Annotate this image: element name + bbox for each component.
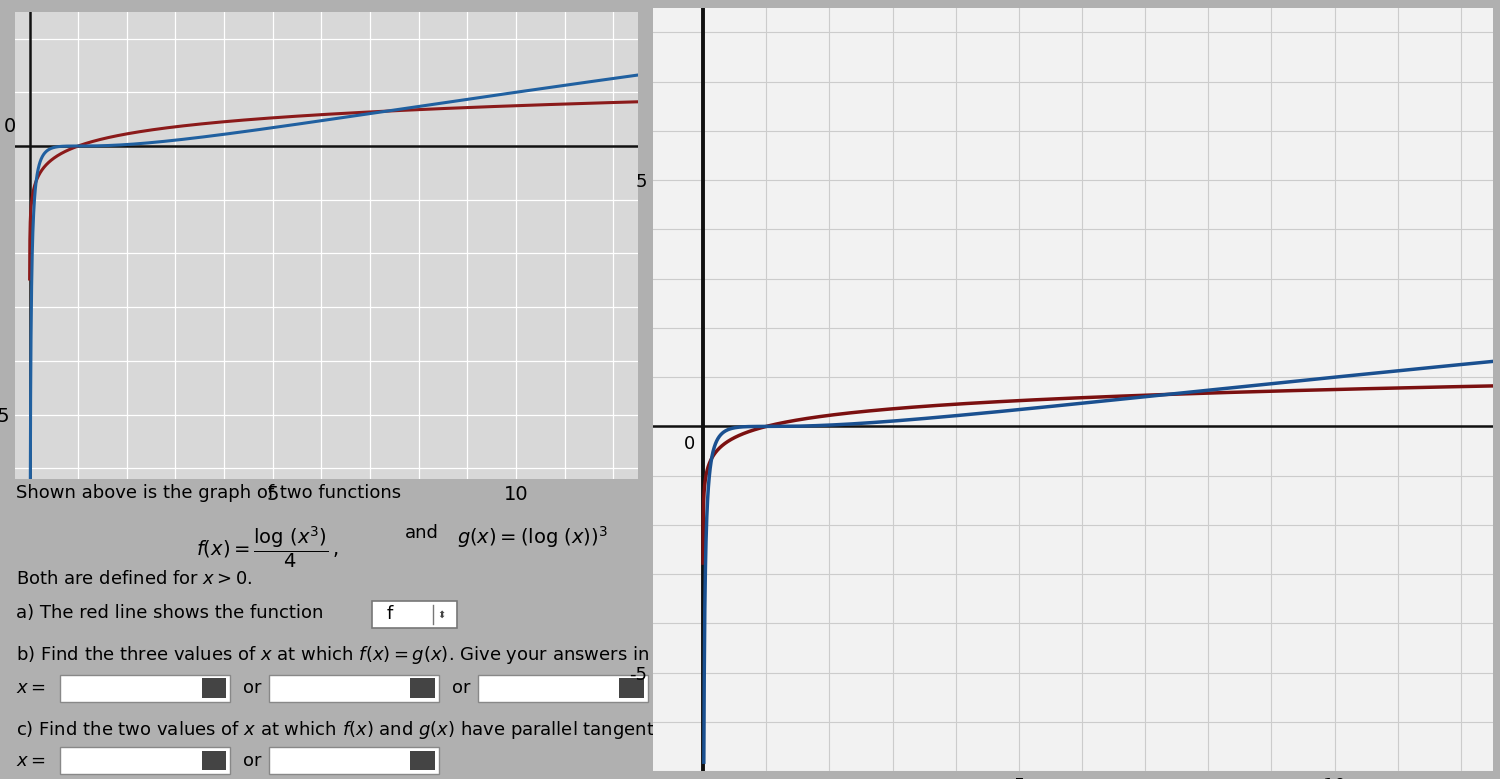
Text: Both are defined for $x > 0$.: Both are defined for $x > 0$. (16, 569, 254, 588)
FancyBboxPatch shape (372, 601, 456, 628)
Text: and: and (405, 523, 438, 541)
Text: c) Find the two values of $x$ at which $f(x)$ and $g(x)$ have parallel tangent l: c) Find the two values of $x$ at which $… (16, 719, 1182, 741)
Text: or: or (243, 679, 261, 697)
Text: $x =$: $x =$ (16, 752, 46, 770)
FancyBboxPatch shape (411, 679, 435, 698)
Text: $f(x) = \dfrac{\log\,(x^3)}{4}\,,$: $f(x) = \dfrac{\log\,(x^3)}{4}\,,$ (195, 523, 338, 569)
FancyBboxPatch shape (201, 679, 226, 698)
Text: ⬍: ⬍ (438, 609, 446, 619)
FancyBboxPatch shape (60, 675, 231, 702)
Text: b) Find the three values of $x$ at which $f(x) = g(x)$. Give your answers in ord: b) Find the three values of $x$ at which… (16, 643, 918, 665)
Text: a) The red line shows the function: a) The red line shows the function (16, 604, 324, 622)
Text: 0: 0 (3, 118, 16, 136)
Text: or: or (243, 752, 261, 770)
Text: f: f (387, 605, 393, 623)
Text: 0: 0 (684, 435, 696, 453)
FancyBboxPatch shape (268, 675, 440, 702)
FancyBboxPatch shape (60, 747, 231, 774)
FancyBboxPatch shape (201, 751, 226, 770)
FancyBboxPatch shape (620, 679, 644, 698)
Text: or: or (452, 679, 470, 697)
Text: $g(x) = (\log\,(x))^3$: $g(x) = (\log\,(x))^3$ (456, 523, 608, 549)
FancyBboxPatch shape (477, 675, 648, 702)
Text: $x =$: $x =$ (16, 679, 46, 697)
FancyBboxPatch shape (268, 747, 440, 774)
Text: Shown above is the graph of two functions: Shown above is the graph of two function… (16, 484, 402, 502)
FancyBboxPatch shape (411, 751, 435, 770)
